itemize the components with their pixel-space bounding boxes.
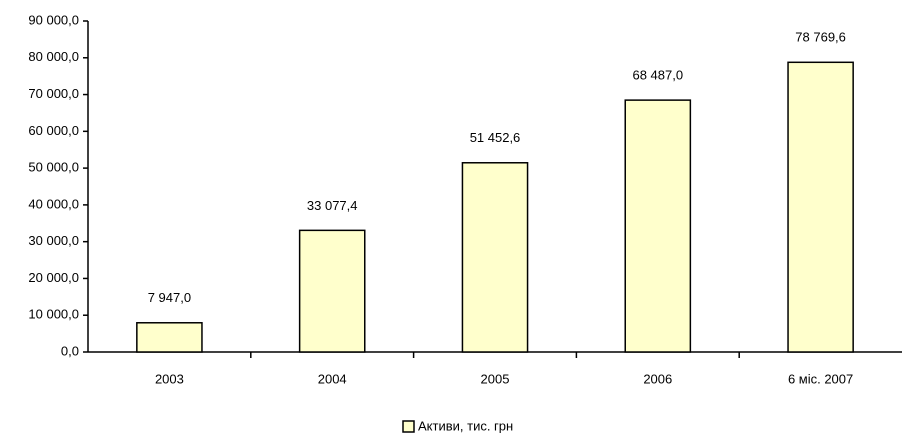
x-tick-label: 6 міс. 2007 (788, 371, 853, 386)
bar (298, 229, 366, 353)
y-tick-label: 20 000,0 (28, 270, 79, 285)
bar (787, 61, 854, 353)
y-tick-label: 50 000,0 (28, 160, 79, 175)
bar (136, 322, 203, 353)
x-tick-label: 2003 (155, 371, 184, 386)
y-tick-label: 40 000,0 (28, 196, 79, 211)
data-label: 7 947,0 (148, 290, 191, 305)
y-tick-label: 90 000,0 (28, 12, 79, 27)
bar (624, 99, 692, 353)
x-tick-label: 2006 (643, 371, 672, 386)
legend-swatch (402, 420, 415, 433)
bar (461, 162, 529, 353)
legend-label: Активи, тис. грн (418, 418, 513, 433)
x-tick-label: 2004 (318, 371, 347, 386)
y-tick-label: 30 000,0 (28, 233, 79, 248)
y-tick-label: 10 000,0 (28, 307, 79, 322)
data-label: 68 487,0 (632, 68, 683, 83)
data-label: 33 077,4 (307, 198, 358, 213)
y-tick-label: 80 000,0 (28, 49, 79, 64)
y-tick-label: 70 000,0 (28, 86, 79, 101)
data-label: 51 452,6 (470, 130, 521, 145)
x-tick-label: 2005 (481, 371, 510, 386)
y-tick-label: 60 000,0 (28, 123, 79, 138)
data-label: 78 769,6 (795, 30, 846, 45)
y-tick-label: 0,0 (61, 343, 79, 358)
